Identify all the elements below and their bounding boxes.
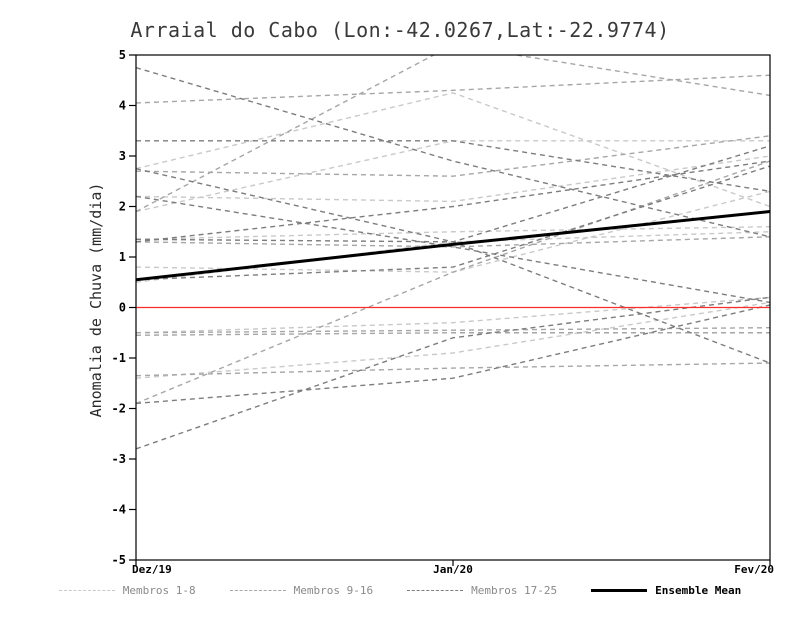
x-tick-label: Dez/19 <box>132 563 172 576</box>
legend-label: Membros 17-25 <box>471 584 558 597</box>
y-tick-label: 2 <box>119 200 126 214</box>
membro-22-line <box>136 140 770 193</box>
membro-19-line <box>136 145 770 243</box>
ensemble-mean-line <box>136 210 770 282</box>
y-tick-label: -5 <box>112 553 126 567</box>
legend-item-membros-1: Membros 9-16 <box>229 584 374 597</box>
membro-14-line <box>136 74 770 104</box>
legend-label: Membros 9-16 <box>293 584 374 597</box>
y-tick-label: 4 <box>119 99 126 113</box>
membro-11-line <box>136 332 770 336</box>
y-tick-label: -3 <box>112 452 126 466</box>
legend-solid-line-sample <box>591 589 648 592</box>
membro-4-line <box>136 226 770 241</box>
legend-dashed-line-sample <box>58 590 115 591</box>
membro-21-line <box>136 165 770 281</box>
y-tick-label: 1 <box>119 250 126 264</box>
membro-25-line <box>136 160 770 243</box>
chart-legend: Membros 1-8 Membros 9-16 Membros 17-25 Ense… <box>0 584 800 597</box>
membro-9-line <box>136 135 770 177</box>
chart-title: Arraial do Cabo (Lon:-42.0267,Lat:-22.97… <box>130 18 670 42</box>
membro-13-line <box>136 362 770 377</box>
membro-20-line <box>136 304 770 405</box>
membro-18-line <box>136 167 770 364</box>
y-tick-label: 5 <box>119 48 126 62</box>
legend-item-membros-2: Membros 17-25 <box>407 584 557 597</box>
membro-15-line <box>136 55 770 213</box>
legend-item-ensemble-mean: Ensemble Mean <box>591 584 741 597</box>
y-tick-label: 3 <box>119 149 126 163</box>
x-tick-label: Jan/20 <box>433 563 473 576</box>
membro-12-line <box>136 160 770 405</box>
legend-item-membros-0: Membros 1-8 <box>58 584 196 597</box>
legend-dashed-line-sample <box>229 590 286 591</box>
membro-8-line <box>136 92 770 208</box>
membro-24-line <box>136 195 770 304</box>
y-tick-label: -2 <box>112 402 126 416</box>
membro-5-line <box>136 301 770 379</box>
legend-label: Ensemble Mean <box>655 584 742 597</box>
x-tick-label: Fev/20 <box>734 563 774 576</box>
y-tick-label: 0 <box>119 301 126 315</box>
y-tick-label: -4 <box>112 503 126 517</box>
membro-6-line <box>136 155 770 203</box>
membro-23-line <box>136 66 770 238</box>
legend-dashed-line-sample <box>407 590 464 591</box>
membro-7-line <box>136 231 770 283</box>
membro-3-line <box>136 296 770 334</box>
membro-17-line <box>136 296 770 450</box>
membro-16-line <box>136 327 770 334</box>
membro-10-line <box>136 236 770 248</box>
y-tick-label: -1 <box>112 351 126 365</box>
legend-label: Membros 1-8 <box>122 584 196 597</box>
